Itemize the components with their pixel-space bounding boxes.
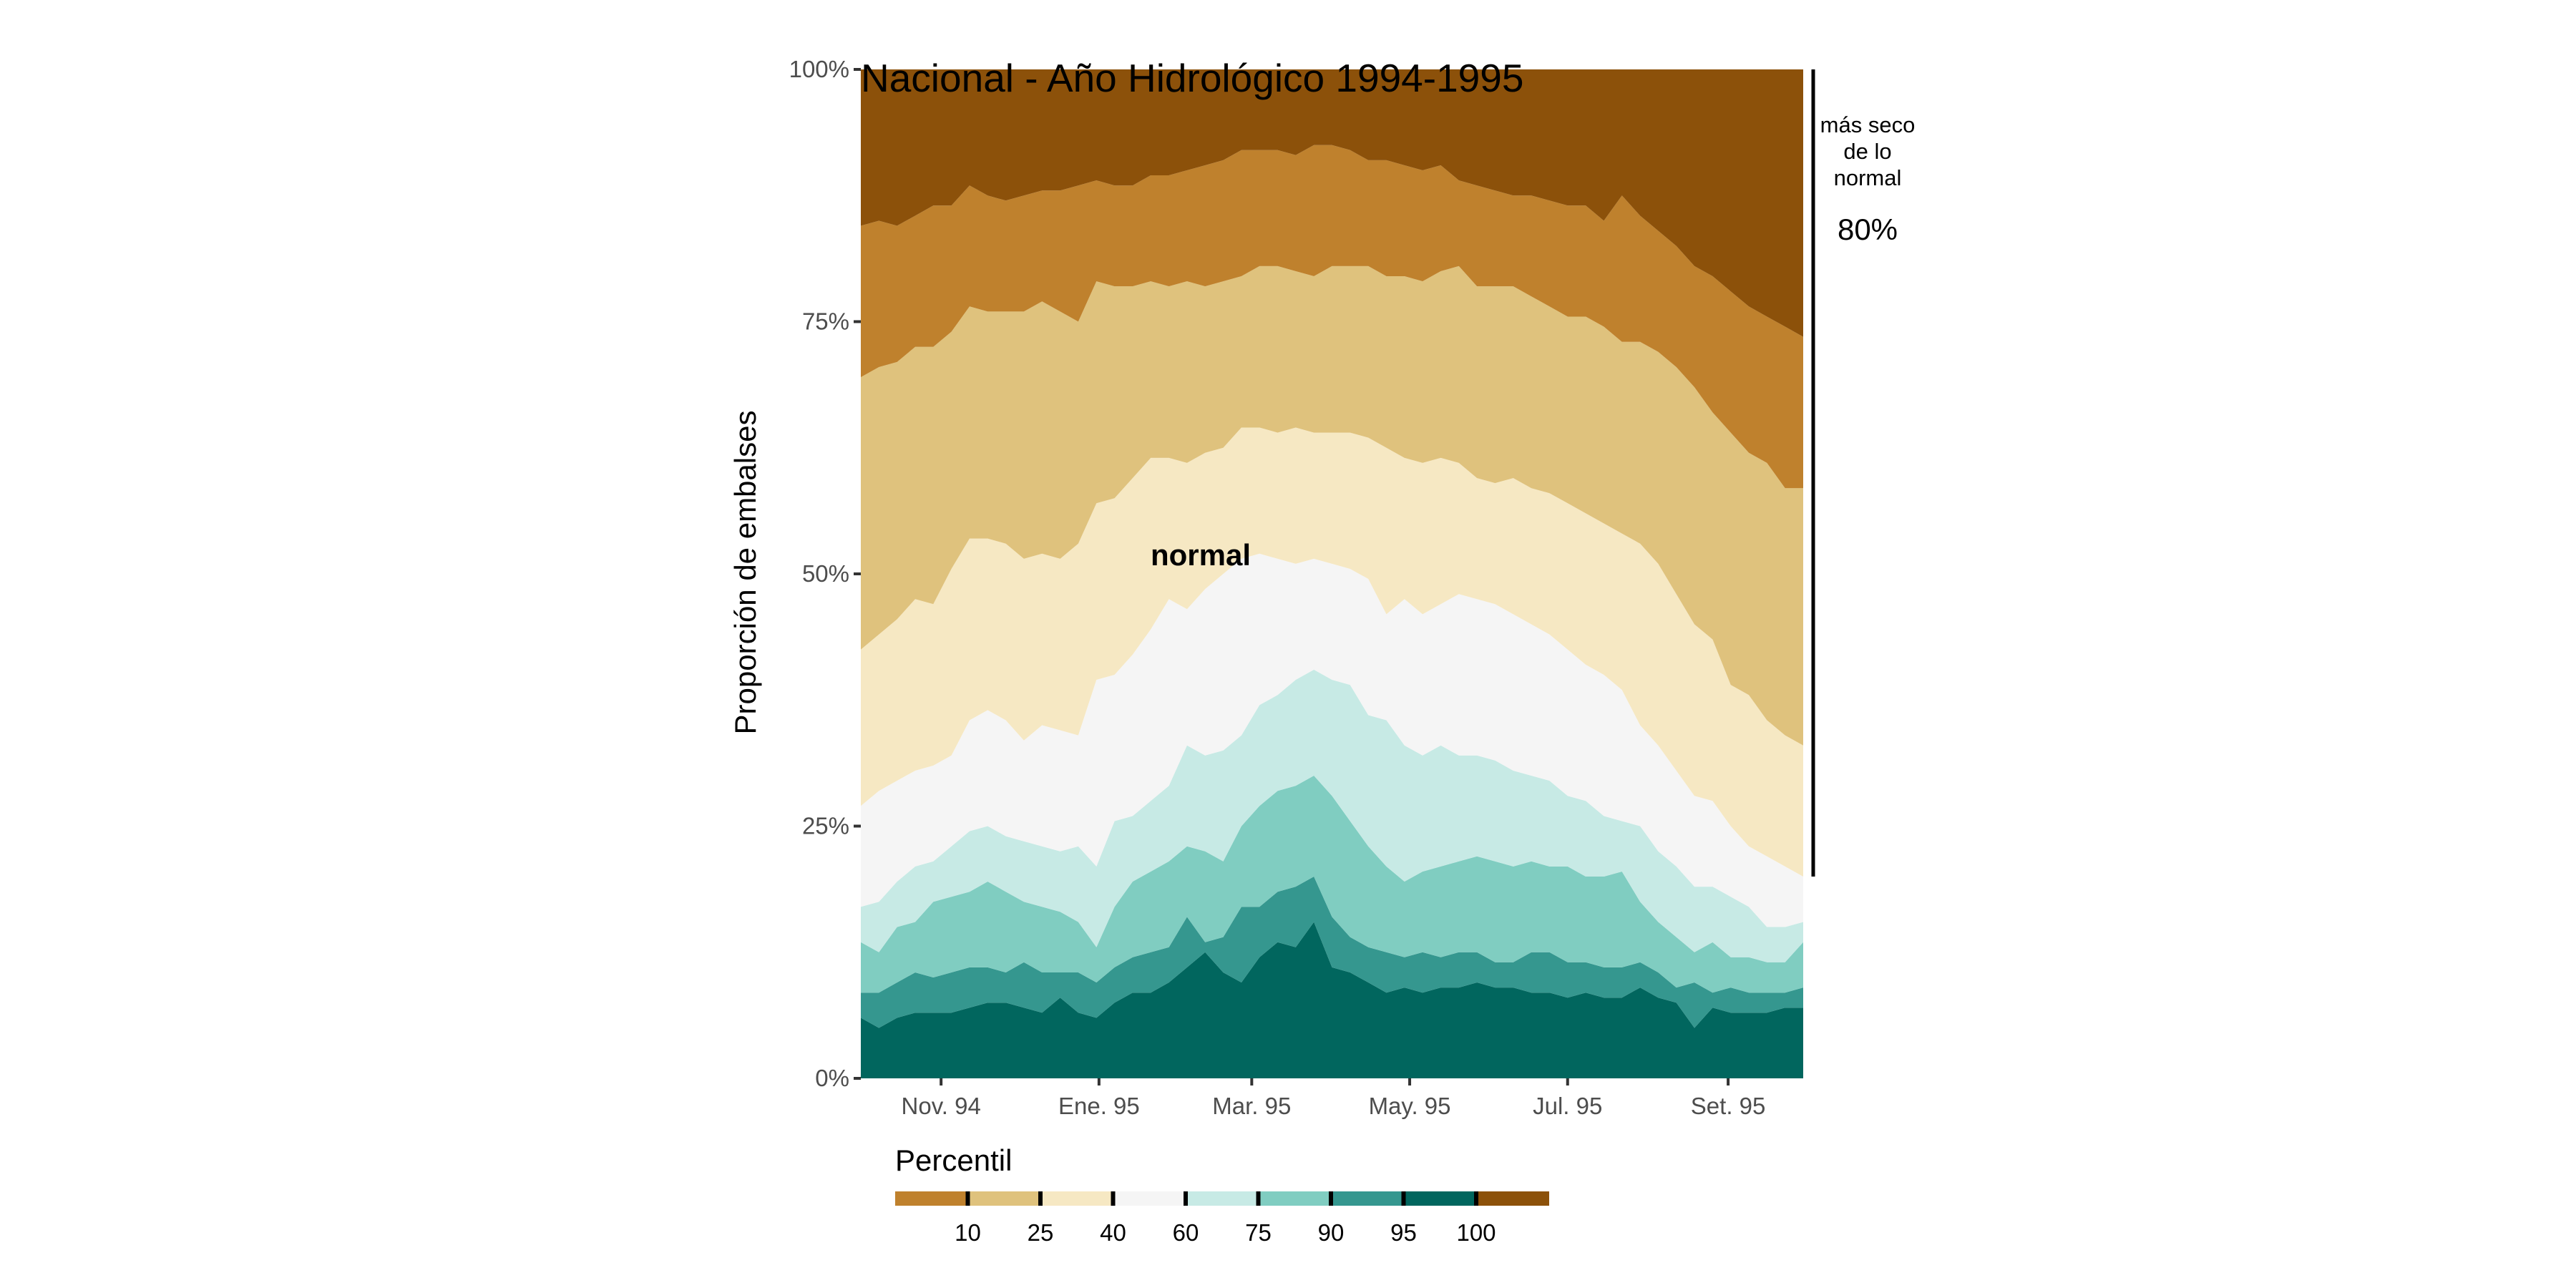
x-axis: Nov. 94 Ene. 95 Mar. 95 May. 95 Jul. 95 Set. … xyxy=(902,1078,1766,1119)
legend-title: Percentil xyxy=(895,1143,1012,1177)
x-tick-label: Set. 95 xyxy=(1691,1093,1766,1119)
legend-swatch xyxy=(1040,1191,1113,1206)
legend-swatch xyxy=(1113,1191,1186,1206)
normal-label: normal xyxy=(1151,538,1251,572)
y-axis-title: Proporción de embalses xyxy=(728,411,762,735)
area-band-95 xyxy=(861,877,1803,1028)
legend-break-label: 40 xyxy=(1100,1219,1126,1246)
legend-swatch xyxy=(895,1191,968,1206)
area-band-40 xyxy=(861,427,1803,877)
legend-swatch xyxy=(1186,1191,1259,1206)
area-band-60 xyxy=(861,553,1803,927)
bracket-label: más seco de lo normal xyxy=(1820,112,1916,190)
stacked-areas xyxy=(861,69,1803,1078)
legend-swatch xyxy=(1476,1191,1549,1206)
y-tick-label: 50% xyxy=(802,560,849,587)
x-tick-label: Ene. 95 xyxy=(1058,1093,1140,1119)
x-tick-label: Mar. 95 xyxy=(1212,1093,1291,1119)
x-tick-label: Nov. 94 xyxy=(902,1093,981,1119)
y-tick-label: 100% xyxy=(789,56,849,82)
area-band-90 xyxy=(861,776,1803,993)
chart-title: Nacional - Año Hidrológico 1994-1995 xyxy=(861,56,1523,100)
legend-break-label: 60 xyxy=(1173,1219,1199,1246)
y-axis: 0% 25% 50% 75% 100% xyxy=(789,56,861,1091)
legend-swatch xyxy=(1403,1191,1477,1206)
legend-swatch xyxy=(1258,1191,1332,1206)
y-tick-label: 25% xyxy=(802,813,849,839)
dry-bracket: más seco de lo normal 80% xyxy=(1811,69,1916,877)
legend-break-label: 90 xyxy=(1318,1219,1345,1246)
x-tick-label: Jul. 95 xyxy=(1533,1093,1602,1119)
legend-break-label: 95 xyxy=(1390,1219,1417,1246)
legend-break-label: 100 xyxy=(1456,1219,1496,1246)
legend: Percentil 10 25 40 60 75 90 95 100 xyxy=(895,1143,1549,1246)
legend-swatch xyxy=(1331,1191,1404,1206)
legend-break-label: 10 xyxy=(955,1219,981,1246)
y-tick-label: 0% xyxy=(815,1065,849,1091)
y-tick-label: 75% xyxy=(802,308,849,335)
legend-swatch xyxy=(967,1191,1041,1206)
area-band-25 xyxy=(861,265,1803,746)
legend-break-label: 75 xyxy=(1245,1219,1272,1246)
area-band-10 xyxy=(861,145,1803,489)
area-band-100 xyxy=(861,922,1803,1078)
area-band-max xyxy=(861,69,1803,337)
legend-break-label: 25 xyxy=(1028,1219,1054,1246)
area-band-75 xyxy=(861,669,1803,962)
bracket-value: 80% xyxy=(1838,213,1898,246)
x-tick-label: May. 95 xyxy=(1369,1093,1451,1119)
